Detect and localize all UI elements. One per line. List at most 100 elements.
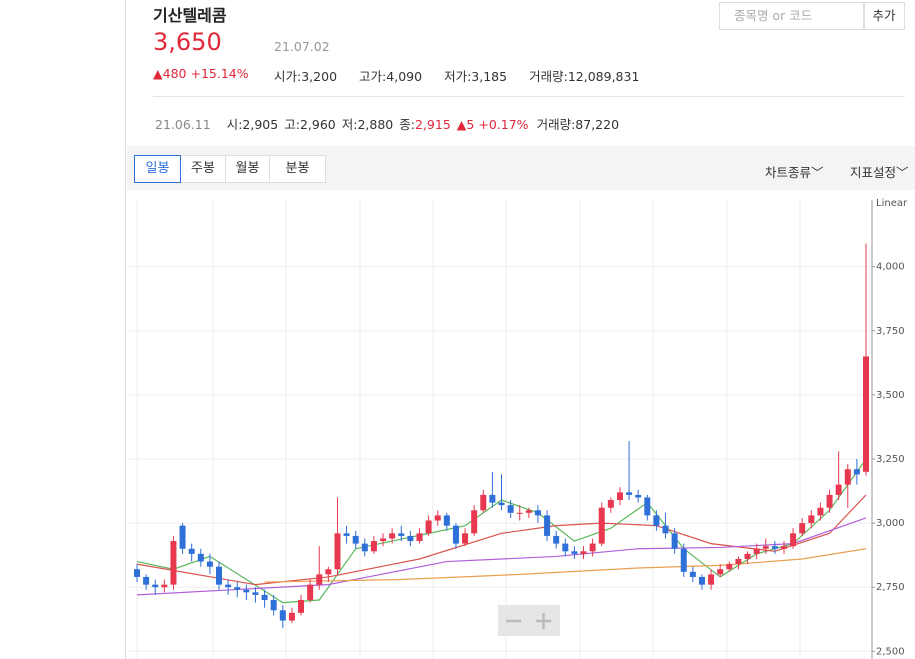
candle-body [170,541,177,585]
candle-body [744,553,751,559]
indicator-menu[interactable]: 지표설정﹀ [850,165,909,180]
candle-body [452,525,459,544]
candle-body [407,535,414,542]
candle-body [598,507,605,544]
chart-type-menu[interactable]: 차트종류﹀ [765,165,824,180]
date: 21.07.02 [274,39,330,54]
candle-body [662,525,669,534]
stat-value: 3,200 [301,69,338,84]
candle-body [808,515,815,524]
candle-body [589,543,596,552]
stats: 시가:3,200 고가:4,090 저가:3,185 거래량:12,089,831 [274,69,640,84]
candle-body [653,515,660,526]
stat-label: 거래량 [529,69,564,84]
candle-body [398,533,405,536]
candle-body [753,548,760,554]
up-icon: ▲ [456,117,467,132]
candle-body [279,610,286,621]
menu-label: 차트종류 [765,165,812,180]
candle-body [343,533,350,536]
candle-body [844,469,851,485]
change: ▲480 +15.14% [153,66,249,81]
candle-body [735,558,742,565]
y-tick-label: 3,500 [876,390,905,401]
candle-body [498,502,505,506]
candle-body [853,469,860,475]
moving-average [264,548,867,583]
candle-body [525,510,532,513]
candle-body [635,494,642,498]
candle-body [717,569,724,575]
candle-body [234,587,241,590]
period-tab[interactable]: 일봉 [134,155,181,183]
candle-body [680,548,687,572]
price: 3,650 [153,28,222,56]
candle-body [243,589,250,593]
candle-body [489,494,496,503]
period-tab[interactable]: 월봉 [225,155,270,183]
candle-body [380,538,387,542]
candle-body [689,571,696,577]
candle-body [288,612,295,621]
stat-label: 시가 [274,69,298,84]
hover-info: 21.06.11 시:2,905 고:2,960 저:2,880 종:2,915 ▲5 +0… [155,117,620,132]
candle-body [261,594,268,601]
candle-body [425,520,432,534]
hover-value: 2,905 [242,117,279,132]
hover-value: 2,960 [299,117,336,132]
candle-body [316,574,323,585]
search-input[interactable]: 종목명 or 코드 [719,2,865,30]
change-value: 480 [162,66,187,81]
candle-body [817,507,824,516]
candle-body [361,543,368,552]
candle-body [443,515,450,526]
candle-body [698,576,705,585]
hover-label: 거래량 [536,117,572,132]
candle-body [197,553,204,562]
candle-body [553,535,560,544]
hover-close: 2,915 [415,117,451,132]
stat-value: 3,185 [471,69,508,84]
stock-name: 기산텔레콤 [153,6,227,25]
candle-body [480,494,487,511]
candle-body [771,546,778,549]
candle-body [726,564,733,570]
candle-body [252,592,259,595]
hover-value: 2,880 [357,117,394,132]
hover-label: 저 [341,117,354,132]
hover-date: 21.06.11 [155,117,211,132]
period-tab[interactable]: 주봉 [180,155,226,183]
candle-body [826,494,833,508]
candle-body [762,546,769,549]
candle-body [134,569,140,577]
add-button[interactable]: 추가 [863,2,905,30]
candle-body [143,576,150,585]
candle-body [671,533,678,549]
candle-body [571,551,578,554]
hover-diff-pct: +0.17% [478,117,529,132]
stat-label: 저가 [444,69,468,84]
stat-label: 고가 [359,69,383,84]
candle-body [616,492,623,501]
candle-body [780,546,787,549]
candle-body [562,543,569,552]
hover-label: 종 [399,117,411,132]
period-tab[interactable]: 분봉 [269,155,326,183]
candle-body [188,548,195,554]
candle-body [161,584,168,588]
candle-body [863,356,869,472]
candle-body [334,533,341,570]
candle-body [270,600,277,611]
divider [125,0,126,659]
candle-body [179,525,186,549]
y-tick-label: 2,750 [876,582,905,593]
stat-value: 4,090 [386,69,423,84]
y-tick-label: 4,000 [876,262,905,273]
hover-volume: 87,220 [575,117,620,132]
scale-label: Linear [876,198,908,209]
y-tick-label: 3,250 [876,454,905,465]
separator [153,96,905,97]
candle-body [370,541,377,552]
